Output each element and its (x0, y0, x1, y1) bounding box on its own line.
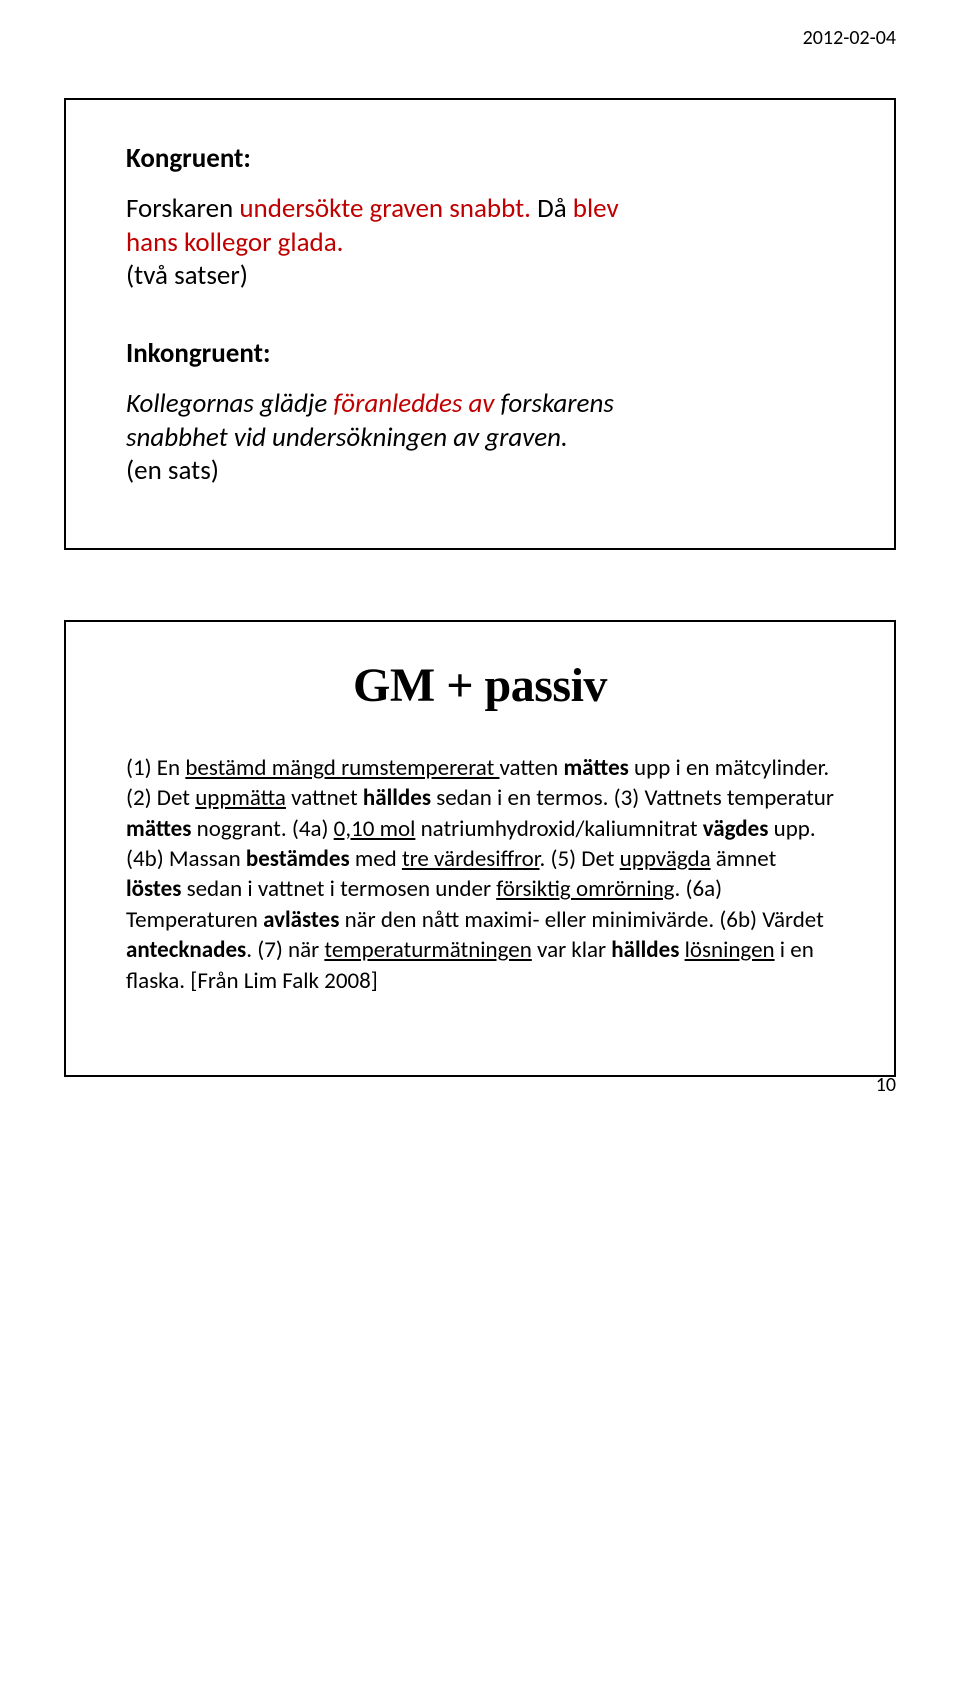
t: (1) En (126, 754, 185, 782)
t: vattnet (286, 784, 363, 812)
text-italic: forskarens (500, 387, 613, 420)
b: mättes (563, 754, 628, 782)
t: när den nått maximi- eller minimivärde. … (339, 906, 823, 934)
t: var klar (532, 936, 611, 964)
u: omrörning (576, 875, 675, 903)
t: sedan i vattnet i termosen under (181, 875, 496, 903)
u: temperaturmätningen (324, 936, 531, 964)
b: vägdes (703, 815, 769, 843)
text-red: blev (573, 192, 619, 225)
inkongruent-line-3: (en sats) (126, 454, 834, 488)
footer-page-number: 10 (876, 1073, 896, 1097)
inkongruent-line-2: snabbhet vid undersökningen av graven. (126, 421, 834, 455)
u: 0,10 mol (334, 815, 416, 843)
b: löstes (126, 875, 181, 903)
u: lösningen (685, 936, 775, 964)
u: bestämd mängd (185, 754, 341, 782)
page-container: 2012-02-04 Kongruent: Forskaren undersök… (0, 0, 960, 1117)
kongruent-line-3: (två satser) (126, 259, 834, 293)
text-italic: Kollegornas glädje (126, 387, 333, 420)
inkongruent-line-1: Kollegornas glädje föranleddes av forska… (126, 387, 834, 421)
t: . (5) Det (539, 845, 619, 873)
u: försiktig (496, 875, 576, 903)
slide-1: Kongruent: Forskaren undersökte graven s… (64, 98, 896, 550)
t: ämnet (711, 845, 777, 873)
t: med (350, 845, 402, 873)
t: sedan i en termos. (3) Vattnets temperat… (431, 784, 834, 812)
text-red: undersökte graven snabbt. (239, 192, 537, 225)
kongruent-line-1: Forskaren undersökte graven snabbt. Då b… (126, 192, 834, 226)
inkongruent-heading: Inkongruent: (126, 337, 834, 371)
u: tre värdesiffror (402, 845, 540, 873)
t: vatten (500, 754, 564, 782)
u: uppmätta (195, 784, 286, 812)
u: uppvägda (620, 845, 711, 873)
slide-2: GM + passiv (1) En bestämd mängd rumstem… (64, 620, 896, 1077)
t: noggrant. (4a) (191, 815, 333, 843)
text-plain: Forskaren (126, 192, 239, 225)
kongruent-heading: Kongruent: (126, 142, 834, 176)
header-date: 2012-02-04 (803, 26, 896, 50)
gm-passiv-body: (1) En bestämd mängd rumstempererat vatt… (126, 753, 834, 996)
gm-passiv-heading: GM + passiv (126, 658, 834, 713)
kongruent-line-2: hans kollegor glada. (126, 226, 834, 260)
u: rumstempererat (341, 754, 499, 782)
text-red-italic: föranleddes av (333, 387, 500, 420)
slide-1-content: Kongruent: Forskaren undersökte graven s… (66, 100, 894, 548)
b: mättes (126, 815, 191, 843)
b: antecknades (126, 936, 246, 964)
b: bestämdes (246, 845, 350, 873)
text-plain: Då (537, 192, 573, 225)
slide-2-content: GM + passiv (1) En bestämd mängd rumstem… (66, 622, 894, 1075)
b: hälldes (363, 784, 431, 812)
t: . (7) när (246, 936, 324, 964)
b: hälldes (611, 936, 679, 964)
b: avlästes (263, 906, 339, 934)
t: natriumhydroxid/kaliumnitrat (415, 815, 702, 843)
